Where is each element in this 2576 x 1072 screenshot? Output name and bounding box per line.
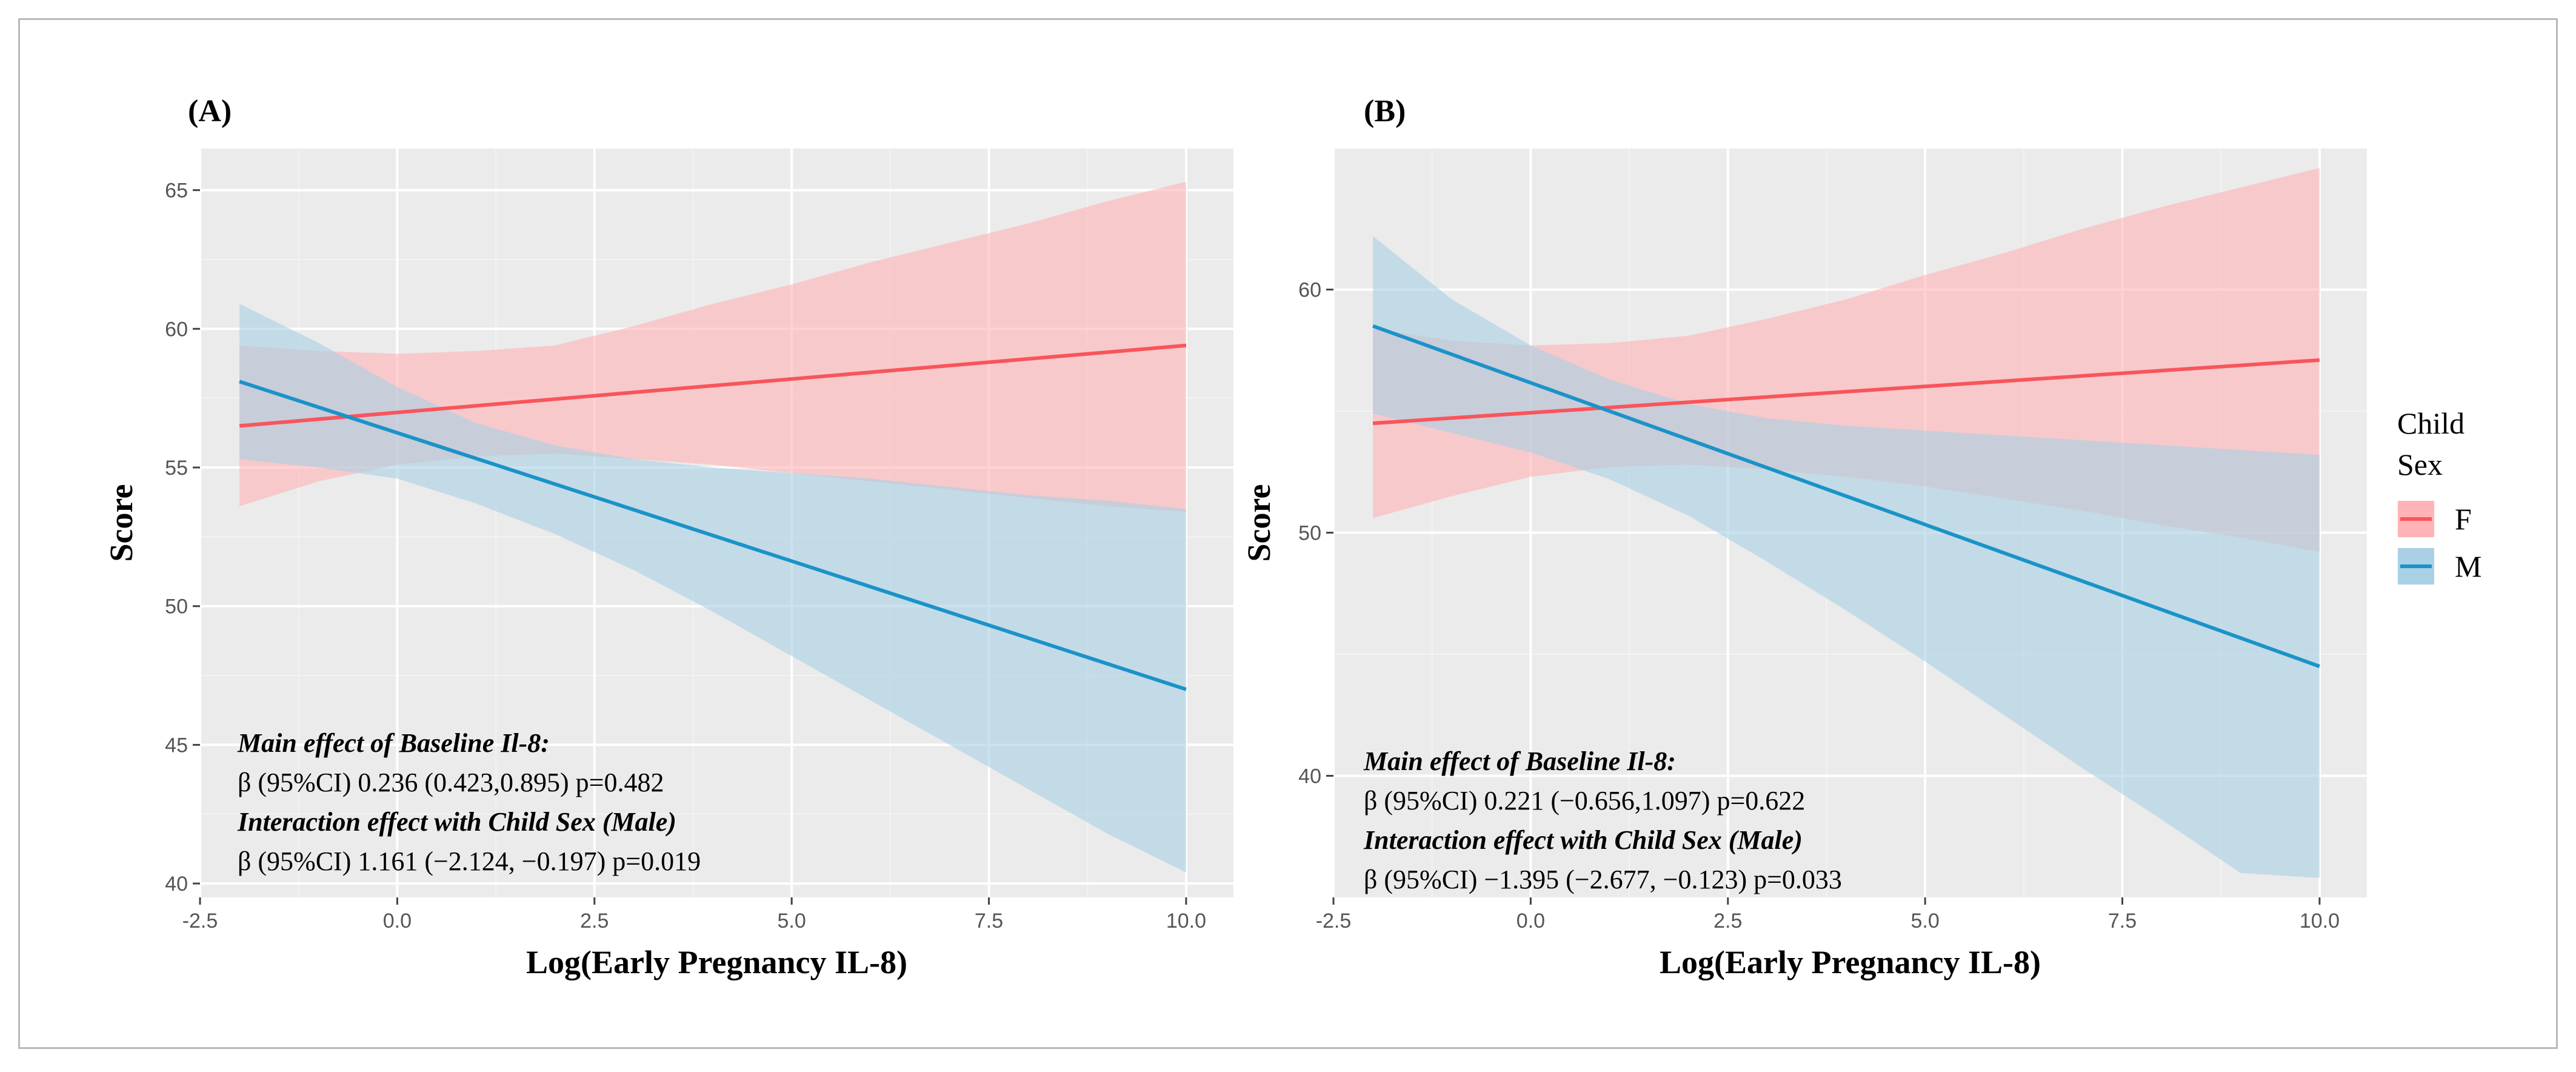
x-tick-label: 7.5 — [975, 910, 1003, 933]
x-tick-label: 0.0 — [1517, 910, 1545, 933]
fit-line-m — [239, 380, 1187, 691]
y-tick-label: 55 — [165, 457, 188, 480]
fit-line-m — [1372, 324, 2320, 668]
annotation-line: β (95%CI) 0.221 (−0.656,1.097) p=0.622 — [1364, 786, 1805, 816]
confidence-band-m — [1373, 236, 2320, 878]
y-tick-label: 65 — [165, 179, 188, 203]
annotation-line: Interaction effect with Child Sex (Male) — [1363, 825, 1803, 855]
legend-title: Sex — [2397, 447, 2443, 481]
y-tick-label: 60 — [165, 318, 188, 341]
x-tick-label: 0.0 — [383, 910, 412, 933]
x-tick-label: 10.0 — [1166, 910, 1206, 933]
x-tick-label: -2.5 — [1316, 910, 1352, 933]
y-tick-label: 50 — [1298, 522, 1321, 545]
confidence-band-m — [239, 304, 1186, 873]
panel-label: (A) — [188, 94, 232, 129]
y-tick-label: 50 — [165, 595, 188, 618]
x-tick-label: 7.5 — [2108, 910, 2137, 933]
x-tick-label: 2.5 — [580, 910, 609, 933]
annotation-line: Interaction effect with Child Sex (Male) — [237, 807, 676, 837]
x-axis-title: Log(Early Pregnancy IL-8) — [1660, 944, 2041, 980]
y-axis-title: Score — [1241, 484, 1277, 562]
x-tick-label: -2.5 — [182, 910, 218, 933]
annotation-line: Main effect of Baseline Il-8: — [237, 728, 550, 758]
x-tick-label: 5.0 — [778, 910, 806, 933]
x-tick-label: 2.5 — [1713, 910, 1742, 933]
legend: Child Sex FM — [2397, 406, 2481, 586]
chart-panel-a: 40 45 50 55 60 65 -2.5 0.0 2.5 5.0 7.5 10.0 (A) Log(E… — [103, 94, 1233, 980]
fit-line-f — [239, 343, 1187, 428]
y-tick-label: 45 — [165, 734, 188, 757]
fit-line-f — [1372, 358, 2320, 426]
annotation-line: β (95%CI) 1.161 (−2.124, −0.197) p=0.019 — [238, 846, 701, 876]
legend-label-m: M — [2455, 549, 2481, 583]
legend-label-f: F — [2455, 502, 2472, 536]
y-tick-label: 40 — [165, 873, 188, 896]
y-axis-title: Score — [103, 484, 139, 562]
x-tick-label: 10.0 — [2300, 910, 2340, 933]
y-tick-label: 60 — [1298, 279, 1321, 302]
annotation-line: Main effect of Baseline Il-8: — [1363, 746, 1676, 776]
panel-label: (B) — [1364, 94, 1406, 129]
y-tick-label: 40 — [1298, 765, 1321, 788]
x-tick-label: 5.0 — [1911, 910, 1940, 933]
annotation-line: β (95%CI) 0.236 (0.423,0.895) p=0.482 — [238, 768, 664, 797]
legend-title: Child — [2397, 406, 2464, 440]
chart-panel-b: 40 50 60 -2.5 0.0 2.5 5.0 7.5 10.0 (B) Log(Early P… — [1241, 94, 2367, 980]
x-axis-title: Log(Early Pregnancy IL-8) — [526, 944, 907, 980]
annotation-line: β (95%CI) −1.395 (−2.677, −0.123) p=0.03… — [1364, 865, 1842, 894]
